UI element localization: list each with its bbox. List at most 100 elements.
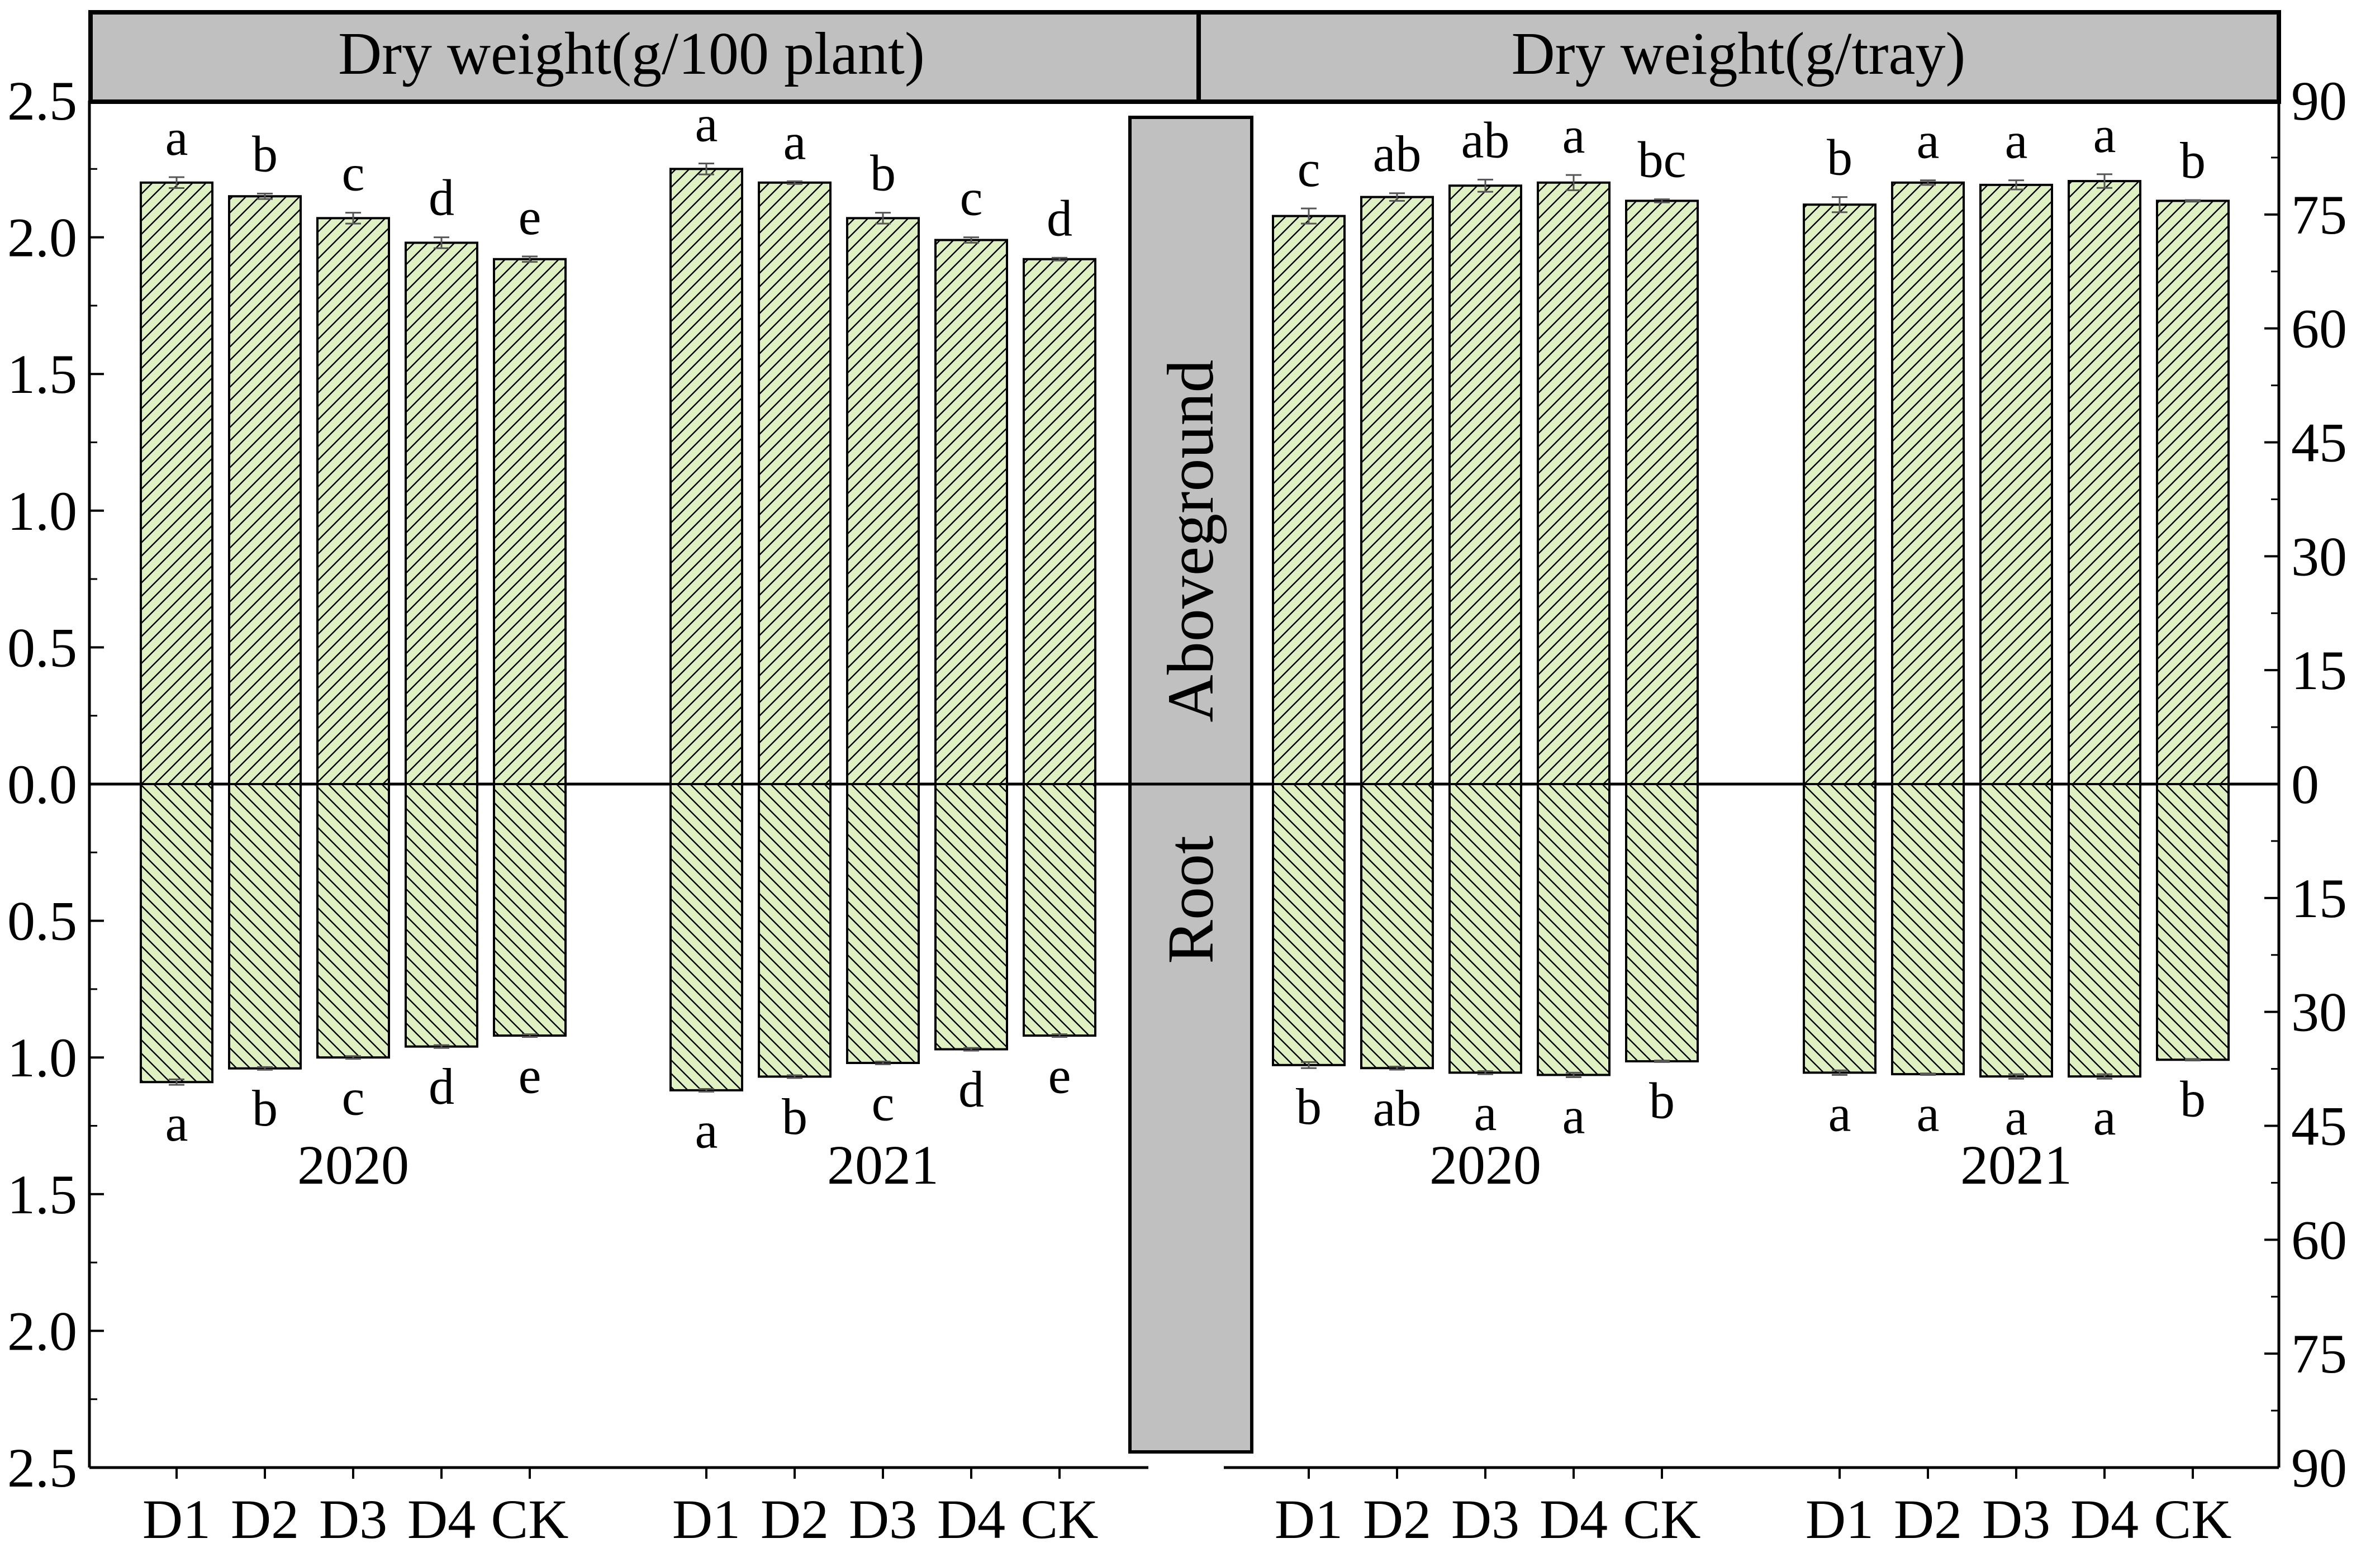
- bar-root-2021-D1: [1803, 783, 1877, 1074]
- error-bar-aboveground: [2008, 179, 2024, 191]
- y-tick-label: 15: [2291, 867, 2347, 929]
- x-tick-label: D4: [1540, 1488, 1608, 1543]
- bar-aboveground-2021-D1: [1803, 203, 1877, 786]
- error-bar-aboveground: [1389, 192, 1405, 202]
- sig-label-root: a: [1474, 1084, 1497, 1141]
- bar-root-2021-D4: [934, 783, 1008, 1051]
- x-tick-label: CK: [2154, 1488, 2232, 1543]
- error-bar-aboveground: [1654, 198, 1670, 203]
- bar-aboveground-2021-CK: [2156, 200, 2230, 786]
- error-bar-aboveground: [1566, 174, 1581, 191]
- y-tick-label: 0.5: [7, 616, 77, 678]
- bar-root-2021-D3: [1979, 783, 2053, 1078]
- error-bar-root: [2097, 1073, 2112, 1080]
- error-bar-root: [1566, 1071, 1581, 1079]
- error-bar-root: [257, 1066, 273, 1071]
- sig-label-aboveground: d: [429, 169, 454, 226]
- sig-label-root: e: [519, 1047, 541, 1104]
- x-tick-label: CK: [1623, 1488, 1701, 1543]
- error-bar-root: [1920, 1072, 1936, 1076]
- y-tick-label: 45: [2291, 1095, 2347, 1157]
- year-label: 2020: [297, 1134, 409, 1196]
- y-tick-label: 2.5: [7, 70, 77, 132]
- error-bar-root: [875, 1061, 891, 1065]
- sig-label-root: b: [2180, 1071, 2206, 1128]
- error-bar-aboveground: [963, 236, 979, 244]
- bar-aboveground-2020-D1: [140, 181, 213, 785]
- bar-root-2020-CK: [1625, 783, 1699, 1062]
- y-tick-label: 60: [2291, 1209, 2347, 1271]
- bar-aboveground-2021-D1: [669, 168, 743, 785]
- sig-label-root: e: [1048, 1047, 1071, 1104]
- bar-root-2021-D2: [758, 783, 832, 1078]
- x-tick-label: D3: [319, 1488, 387, 1543]
- sig-label-aboveground: a: [1562, 107, 1585, 164]
- sig-label-aboveground: bc: [1638, 131, 1687, 188]
- sig-label-root: a: [1562, 1088, 1585, 1145]
- sig-label-root: b: [782, 1088, 807, 1145]
- error-bar-root: [699, 1088, 714, 1093]
- error-bar-root: [1832, 1069, 1847, 1076]
- error-bar-aboveground: [1052, 257, 1067, 262]
- x-tick-label: CK: [491, 1488, 569, 1543]
- x-tick-label: D3: [1451, 1488, 1519, 1543]
- bar-root-2020-D4: [1537, 783, 1611, 1076]
- error-bar-root: [345, 1055, 361, 1060]
- error-bar-root: [963, 1047, 979, 1052]
- error-bar-root: [787, 1074, 802, 1079]
- sig-label-aboveground: ab: [1373, 125, 1422, 182]
- bar-root-2020-D3: [1448, 783, 1522, 1074]
- header-title-left: Dry weight(g/100 plant): [338, 21, 925, 87]
- error-bar-aboveground: [699, 163, 714, 175]
- sig-label-root: a: [695, 1102, 718, 1159]
- y-tick-label: 90: [2291, 70, 2347, 132]
- sig-label-aboveground: b: [252, 125, 278, 182]
- bar-aboveground-2020-D2: [1360, 196, 1434, 786]
- error-bar-aboveground: [787, 180, 802, 185]
- error-bar-aboveground: [2097, 173, 2112, 189]
- bar-root-2020-D2: [1360, 783, 1434, 1070]
- sig-label-aboveground: c: [960, 169, 983, 226]
- bar-root-2020-CK: [493, 783, 567, 1037]
- bar-root-2021-D3: [846, 783, 920, 1064]
- error-bar-root: [2008, 1073, 2024, 1080]
- y-tick-label: 1.5: [7, 343, 77, 405]
- x-tick-label: D4: [407, 1488, 476, 1543]
- bar-root-2021-CK: [1023, 783, 1096, 1037]
- header-box-left: [88, 10, 1201, 104]
- sig-label-root: d: [429, 1058, 454, 1115]
- y-tick-label: 1.0: [7, 1027, 77, 1089]
- error-bar-aboveground: [522, 255, 538, 263]
- y-tick-label: 1.5: [7, 1164, 77, 1226]
- y-tick-label: 30: [2291, 981, 2347, 1043]
- year-label: 2021: [1960, 1134, 2072, 1196]
- error-bar-root: [434, 1044, 449, 1049]
- y-tick-label: 2.5: [7, 1437, 77, 1499]
- error-bar-root: [1654, 1060, 1670, 1063]
- sig-label-root: a: [165, 1095, 188, 1152]
- bar-root-2021-D4: [2068, 783, 2141, 1078]
- x-tick-label: D4: [937, 1488, 1005, 1543]
- x-tick-label: D2: [761, 1488, 829, 1543]
- bar-aboveground-2021-D2: [1891, 181, 1965, 785]
- bar-root-2021-D1: [669, 783, 743, 1091]
- sig-label-aboveground: a: [695, 96, 718, 153]
- sig-label-aboveground: a: [165, 109, 188, 166]
- bar-aboveground-2020-D2: [228, 195, 302, 786]
- y-tick-label: 60: [2291, 298, 2347, 360]
- sig-label-root: c: [872, 1074, 895, 1131]
- sig-label-root: b: [252, 1080, 278, 1137]
- bar-aboveground-2021-D3: [1979, 183, 2053, 785]
- y-tick-label: 2.0: [7, 1300, 77, 1362]
- y-tick-label: 15: [2291, 639, 2347, 701]
- sig-label-root: a: [2093, 1089, 2116, 1146]
- sig-label-root: a: [2005, 1089, 2028, 1146]
- error-bar-root: [2185, 1058, 2201, 1062]
- y-tick-label: 30: [2291, 525, 2347, 587]
- error-bar-root: [1389, 1066, 1405, 1071]
- sig-label-aboveground: a: [783, 113, 806, 170]
- sig-label-aboveground: b: [870, 145, 896, 202]
- bar-aboveground-2020-D1: [1272, 215, 1346, 786]
- sig-label-root: a: [1828, 1085, 1851, 1142]
- y-tick-label: 0.0: [7, 753, 77, 815]
